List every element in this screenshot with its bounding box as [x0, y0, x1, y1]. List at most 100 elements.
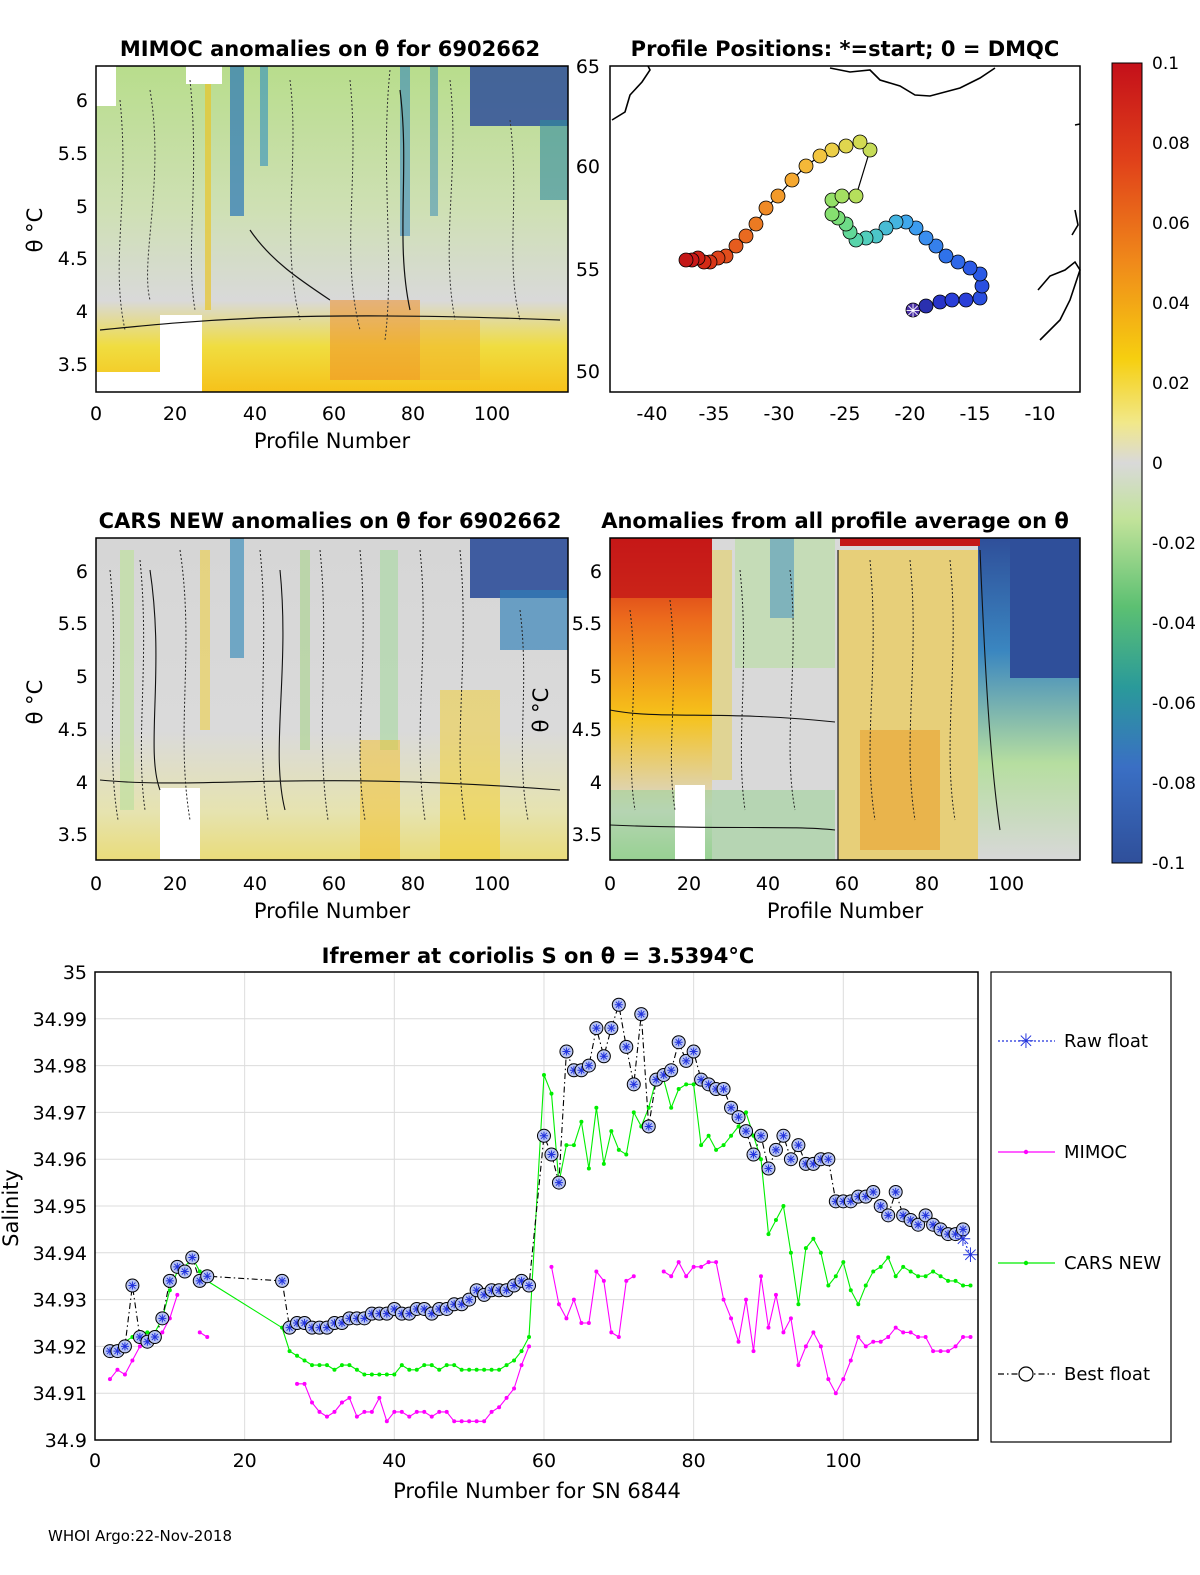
profile-position-dot [834, 188, 850, 204]
mimoc-point [205, 1335, 210, 1340]
mimoc-ylabel: θ °C [23, 208, 47, 253]
mimoc-point [197, 1330, 202, 1335]
salinity-ylabel: Salinity [0, 1169, 23, 1247]
mimoc-point [474, 1419, 479, 1424]
profile-position-dot [852, 134, 868, 150]
profile-position-dot [784, 172, 800, 188]
cars-point [714, 1147, 719, 1152]
best-float-point [746, 1147, 761, 1162]
best-float-point [761, 1161, 776, 1176]
cars-point [878, 1264, 883, 1269]
salinity-x-ticks: 0 20 40 60 80 100 [89, 1450, 861, 1472]
mimoc-point [699, 1264, 704, 1269]
float-track: ✳ [678, 134, 990, 322]
x-tick: 20 [233, 1450, 257, 1472]
best-float-point [686, 1044, 701, 1059]
cars-point [863, 1283, 868, 1288]
y-tick: 60 [576, 156, 600, 178]
mimoc-point [497, 1405, 502, 1410]
coastlines [611, 65, 1081, 341]
mimoc-point [848, 1358, 853, 1363]
cars-point [871, 1269, 876, 1274]
mimoc-point [714, 1260, 719, 1265]
y-tick: 34.96 [33, 1149, 87, 1171]
best-float-point [544, 1147, 559, 1162]
mimoc-point [796, 1363, 801, 1368]
mimoc-y-ticks: 3.5 4 4.5 5 5.5 6 [58, 90, 88, 376]
cars-x-ticks: 0 20 40 60 80 100 [90, 873, 510, 895]
cars-point [414, 1367, 419, 1372]
y-tick: 4.5 [572, 719, 602, 741]
cars-point [197, 1269, 202, 1274]
cars-point [961, 1283, 966, 1288]
legend-label: CARS NEW [1064, 1253, 1161, 1274]
cars-point [826, 1283, 831, 1288]
cb-tick: -0.02 [1152, 534, 1196, 554]
y-tick: 5 [590, 666, 602, 688]
cars-point [721, 1143, 726, 1148]
mimoc-point [160, 1330, 165, 1335]
x-tick: 20 [163, 403, 187, 425]
best-float-point [177, 1264, 192, 1279]
cars-point [295, 1353, 300, 1358]
mimoc-point [384, 1419, 389, 1424]
cars-point [564, 1143, 569, 1148]
mimoc-title: MIMOC anomalies on θ for 6902662 [120, 37, 540, 61]
legend-cars-new: CARS NEW [998, 1253, 1161, 1274]
cars-point [923, 1274, 928, 1279]
y-tick: 4 [76, 772, 88, 794]
best-float-point [881, 1208, 896, 1223]
profile-position-dot [838, 138, 854, 154]
profile-position-dot [738, 228, 754, 244]
cars-point [399, 1363, 404, 1368]
y-tick: 34.91 [33, 1383, 87, 1405]
mimoc-point [729, 1316, 734, 1321]
map-x-ticks: -40 -35 -30 -25 -20 -15 -10 [636, 403, 1055, 425]
mimoc-point [414, 1409, 419, 1414]
mimoc-point [953, 1344, 958, 1349]
x-tick: 0 [90, 403, 102, 425]
mimoc-point [788, 1316, 793, 1321]
y-tick: 6 [76, 90, 88, 112]
profile-position-dot [812, 148, 828, 164]
cars-point [482, 1367, 487, 1372]
mimoc-point [758, 1274, 763, 1279]
x-tick: 40 [382, 1450, 406, 1472]
cars-point [527, 1335, 532, 1340]
mimoc-point [429, 1414, 434, 1419]
cars-point [646, 1105, 651, 1110]
mimoc-point [369, 1409, 374, 1414]
mimoc-point [527, 1344, 532, 1349]
y-tick: 34.93 [33, 1290, 87, 1312]
cars-point [781, 1204, 786, 1208]
cb-tick: 0.02 [1152, 374, 1190, 394]
mimoc-point [362, 1409, 367, 1414]
mimoc-point [744, 1297, 749, 1302]
best-float-point [117, 1339, 132, 1354]
cars-point [669, 1105, 674, 1110]
mimoc-point [489, 1409, 494, 1414]
cars-point [579, 1119, 584, 1124]
cars-point [811, 1236, 816, 1241]
best-float-point [911, 1217, 926, 1232]
mimoc-point [422, 1409, 427, 1414]
mimoc-point [130, 1358, 135, 1363]
profile-position-dot [728, 238, 744, 254]
cars-point [444, 1363, 449, 1368]
legend-label: Best float [1064, 1364, 1150, 1385]
cars-xlabel: Profile Number [254, 899, 411, 923]
cars-point [691, 1082, 696, 1087]
cars-point [609, 1129, 614, 1134]
profile-position-dot [958, 292, 974, 308]
footer-stamp: WHOI Argo:22-Nov-2018 [48, 1527, 232, 1545]
x-tick: 20 [677, 873, 701, 895]
cars-point [601, 1161, 606, 1166]
mimoc-heatmap [96, 66, 568, 392]
mimoc-point [467, 1419, 472, 1424]
cb-tick: 0.08 [1152, 134, 1190, 154]
best-float-point [611, 997, 626, 1012]
best-float-point [162, 1273, 177, 1288]
x-tick: 100 [988, 873, 1024, 895]
best-float-point [821, 1152, 836, 1167]
mimoc-point [691, 1264, 696, 1269]
